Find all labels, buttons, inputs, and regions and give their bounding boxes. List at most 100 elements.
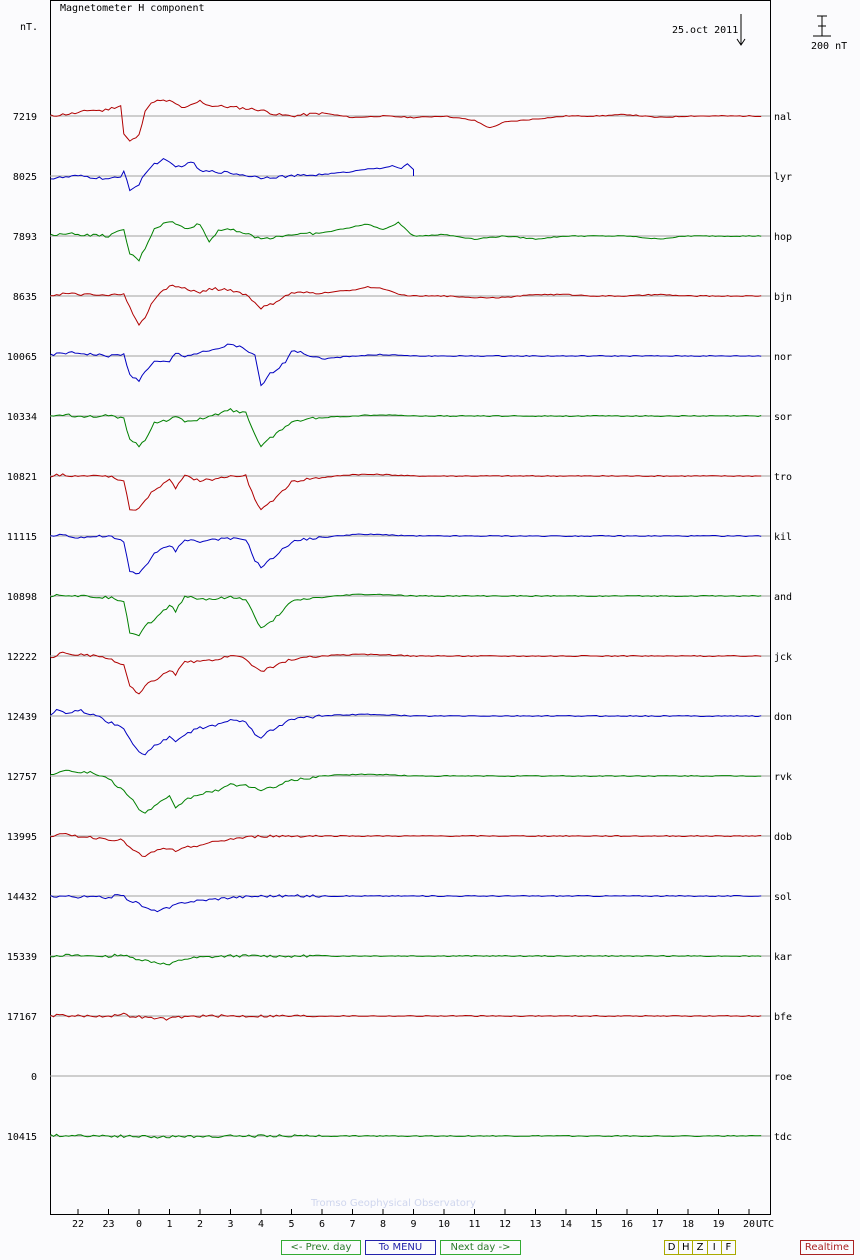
x-tick-label-9: 9 xyxy=(410,1219,416,1230)
baseline-value-jck: 12222 xyxy=(7,652,37,663)
baseline-value-kil: 11115 xyxy=(7,532,37,543)
baseline-value-don: 12439 xyxy=(7,712,37,723)
series-bjn xyxy=(50,284,762,326)
x-tick-label-16: 16 xyxy=(621,1219,633,1230)
x-tick-label-19: 19 xyxy=(712,1219,724,1230)
baseline-value-bfe: 17167 xyxy=(7,1012,37,1023)
baseline-value-kar: 15339 xyxy=(7,952,37,963)
station-label-roe: roe xyxy=(774,1072,792,1083)
baseline-value-lyr: 8025 xyxy=(13,172,37,183)
station-label-nor: nor xyxy=(774,352,792,363)
date-arrow-icon xyxy=(736,14,746,46)
data-curves xyxy=(50,99,762,1139)
component-selector: D H Z I F xyxy=(664,1240,736,1255)
x-tick-label-20: 20 xyxy=(743,1219,755,1230)
baseline-value-and: 10898 xyxy=(7,592,37,603)
series-tro xyxy=(50,473,762,511)
baseline-grid xyxy=(50,115,770,1137)
station-label-nal: nal xyxy=(774,112,792,123)
baseline-value-rvk: 12757 xyxy=(7,772,37,783)
series-lyr xyxy=(50,157,414,192)
x-tick-label-17: 17 xyxy=(651,1219,663,1230)
x-tick-label-11: 11 xyxy=(468,1219,480,1230)
baseline-value-labels: 7219 8025 7893 8635 10065 10334 10821 11115 1089… xyxy=(7,112,37,1143)
baseline-value-roe: 0 xyxy=(31,1072,37,1083)
station-label-don: don xyxy=(774,712,792,723)
series-nor xyxy=(50,343,762,387)
x-axis-ticks: 22 23 0 1 2 3 4 5 6 7 8 9 10 11 12 13 14 15 16 17 18 19 20 xyxy=(72,1209,755,1230)
component-d-button[interactable]: D xyxy=(665,1241,680,1254)
series-don xyxy=(50,708,762,756)
series-hop xyxy=(50,221,762,262)
component-z-button[interactable]: Z xyxy=(693,1241,708,1254)
baseline-value-nal: 7219 xyxy=(13,112,37,123)
x-tick-label-8: 8 xyxy=(380,1219,386,1230)
baseline-value-tro: 10821 xyxy=(7,472,37,483)
baseline-value-sor: 10334 xyxy=(7,412,37,423)
baseline-value-nor: 10065 xyxy=(7,352,37,363)
component-h-button[interactable]: H xyxy=(679,1241,694,1254)
series-sor xyxy=(50,408,762,448)
x-tick-label-2: 2 xyxy=(197,1219,203,1230)
scale-bar-icon xyxy=(813,15,831,37)
x-tick-label-13: 13 xyxy=(529,1219,541,1230)
series-nal xyxy=(50,99,762,142)
series-tdc xyxy=(50,1133,762,1139)
x-tick-label-5: 5 xyxy=(288,1219,294,1230)
station-label-bfe: bfe xyxy=(774,1012,792,1023)
x-tick-label-3: 3 xyxy=(227,1219,233,1230)
x-tick-label-10: 10 xyxy=(438,1219,450,1230)
menu-button[interactable]: To MENU xyxy=(365,1240,436,1255)
station-label-bjn: bjn xyxy=(774,292,792,303)
component-i-button[interactable]: I xyxy=(708,1241,722,1254)
x-tick-label-18: 18 xyxy=(682,1219,694,1230)
x-tick-label-15: 15 xyxy=(590,1219,602,1230)
scale-label: 200 nT xyxy=(811,41,847,52)
baseline-value-bjn: 8635 xyxy=(13,292,37,303)
realtime-button[interactable]: Realtime xyxy=(800,1240,854,1255)
station-label-lyr: lyr xyxy=(774,172,792,183)
station-label-sor: sor xyxy=(774,412,792,423)
x-tick-label-14: 14 xyxy=(560,1219,572,1230)
series-kil xyxy=(50,533,762,575)
component-f-button[interactable]: F xyxy=(725,1242,732,1253)
series-jck xyxy=(50,651,762,695)
series-kar xyxy=(50,953,762,966)
series-dob xyxy=(50,832,762,858)
x-tick-label-1: 1 xyxy=(166,1219,172,1230)
station-label-rvk: rvk xyxy=(774,772,792,783)
x-tick-label-6: 6 xyxy=(319,1219,325,1230)
station-label-sol: sol xyxy=(774,892,792,903)
prev-day-button[interactable]: <- Prev. day xyxy=(281,1240,361,1255)
y-unit-label: nT. xyxy=(20,22,38,33)
station-label-kar: kar xyxy=(774,952,792,963)
station-label-tro: tro xyxy=(774,472,792,483)
baseline-value-hop: 7893 xyxy=(13,232,37,243)
station-label-hop: hop xyxy=(774,232,792,243)
station-label-jck: jck xyxy=(774,652,792,663)
x-tick-label-22: 22 xyxy=(72,1219,84,1230)
station-label-kil: kil xyxy=(774,532,792,543)
x-unit-label: UTC xyxy=(756,1219,774,1230)
next-day-button[interactable]: Next day -> xyxy=(440,1240,521,1255)
chart-title: Magnetometer H component xyxy=(60,3,205,14)
x-tick-label-0: 0 xyxy=(136,1219,142,1230)
x-tick-label-12: 12 xyxy=(499,1219,511,1230)
watermark: Tromso Geophysical Observatory xyxy=(310,1198,476,1209)
station-label-dob: dob xyxy=(774,832,792,843)
series-sol xyxy=(50,894,762,913)
baseline-value-tdc: 10415 xyxy=(7,1132,37,1143)
series-and xyxy=(50,593,762,637)
baseline-value-sol: 14432 xyxy=(7,892,37,903)
station-labels: nal lyr hop bjn nor sor tro kil and jck don rvk dob s… xyxy=(774,112,792,1143)
plot-frame xyxy=(50,0,771,1215)
baseline-value-dob: 13995 xyxy=(7,832,37,843)
x-tick-label-4: 4 xyxy=(258,1219,264,1230)
series-rvk xyxy=(50,769,762,814)
series-bfe xyxy=(50,1012,762,1021)
x-tick-label-23: 23 xyxy=(102,1219,114,1230)
station-label-and: and xyxy=(774,592,792,603)
x-tick-label-7: 7 xyxy=(349,1219,355,1230)
station-label-tdc: tdc xyxy=(774,1132,792,1143)
